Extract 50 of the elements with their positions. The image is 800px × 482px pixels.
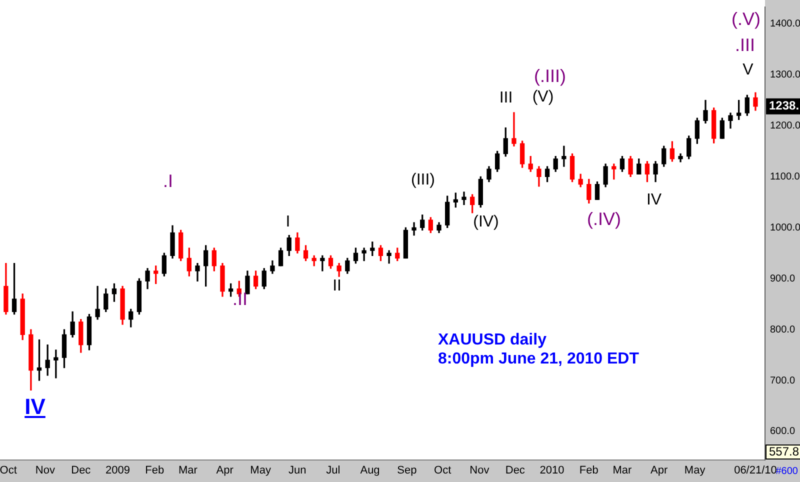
x-tick-label: Dec (71, 464, 92, 477)
x-tick-label: Oct (0, 464, 17, 477)
annotation: .I (162, 170, 174, 191)
y-tick-label: 800.0 (770, 324, 796, 336)
y-tick-label: 1300.0 (770, 70, 800, 81)
x-tick-label: Mar (612, 464, 632, 477)
y-tick-label: 600.0 (770, 426, 796, 438)
y-tick-label: 1000.0 (770, 222, 800, 234)
annotation: IV (24, 394, 46, 419)
annotation: .II (232, 288, 248, 309)
y-tick-label: 700.0 (770, 375, 796, 386)
x-tick-label: Feb (579, 464, 598, 477)
annotation: III (499, 89, 513, 106)
x-tick-label: Apr (650, 464, 668, 477)
x-tick-label: 06/21/10 (734, 464, 777, 477)
x-tick-label: Mar (178, 464, 198, 477)
y-tick-label: 900.0 (770, 273, 796, 284)
annotation: V (742, 61, 754, 78)
x-tick-label: 2009 (106, 464, 130, 477)
annotation: (IV) (473, 213, 499, 230)
annotation: II (332, 277, 342, 294)
annotation: 8:00pm June 21, 2010 EDT (438, 350, 640, 368)
annotation: (.IV) (587, 208, 621, 229)
annotation: I (286, 213, 290, 230)
x-tick-label: Sep (397, 464, 417, 477)
y-tick-label: 1400.0 (770, 18, 800, 30)
x-tick-label: Nov (35, 464, 56, 477)
annotation: (.III) (534, 66, 566, 86)
x-tick-label: Apr (216, 464, 234, 477)
x-tick-label: Jul (326, 464, 340, 477)
annotation: XAUUSD daily (438, 331, 547, 348)
x-tick-label: 2010 (540, 464, 564, 477)
x-tick-label: Dec (505, 464, 526, 477)
x-tick-label: Feb (145, 464, 164, 477)
x-tick-label: Oct (434, 464, 452, 477)
annotation: IV (646, 191, 662, 208)
annotation: .III (734, 34, 756, 55)
text: 557.8 (769, 444, 800, 458)
annotation: (III) (411, 171, 435, 188)
x-tick-label: May (684, 464, 706, 477)
text: #600 (776, 466, 798, 477)
annotation: 1238. (769, 98, 800, 113)
x-tick-label: May (250, 464, 272, 477)
y-tick-label: 1100.0 (770, 171, 800, 182)
annotation: (V) (532, 88, 554, 106)
x-tick-label: Nov (470, 464, 490, 477)
annotation: (.V) (732, 8, 760, 29)
x-tick-label: Jun (288, 464, 306, 477)
x-tick-label: Aug (360, 464, 380, 477)
y-tick-label: 1200.0 (770, 120, 800, 132)
